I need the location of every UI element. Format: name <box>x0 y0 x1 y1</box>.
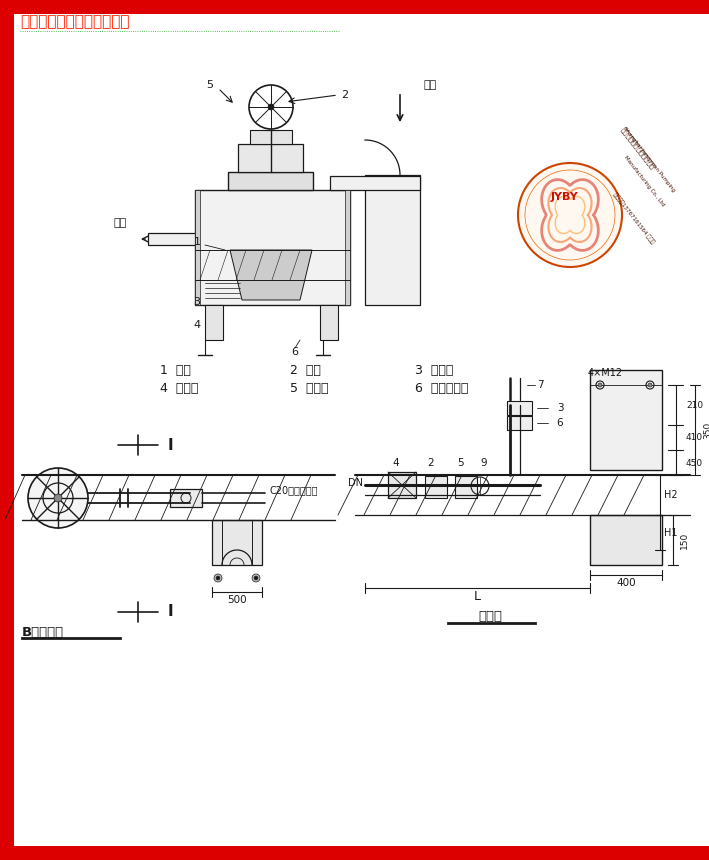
Text: hkjuml16003.51sole.com: hkjuml16003.51sole.com <box>20 835 143 845</box>
Circle shape <box>648 383 652 387</box>
Circle shape <box>268 104 274 110</box>
Bar <box>507 416 532 430</box>
Text: 4  过滤网: 4 过滤网 <box>160 382 199 395</box>
Text: 1: 1 <box>194 237 201 247</box>
Bar <box>365 175 420 305</box>
Bar <box>388 472 416 498</box>
Polygon shape <box>230 250 312 300</box>
Text: Manufacturing Co., Ltd: Manufacturing Co., Ltd <box>623 155 666 207</box>
Bar <box>345 190 350 305</box>
Circle shape <box>252 574 260 582</box>
Bar <box>590 515 662 565</box>
Bar <box>170 489 202 507</box>
Text: 4×M12: 4×M12 <box>588 368 623 378</box>
Text: 3: 3 <box>194 297 201 307</box>
Text: DN: DN <box>348 478 363 488</box>
Circle shape <box>598 383 602 387</box>
Text: 5: 5 <box>206 80 213 90</box>
Circle shape <box>54 494 62 502</box>
Bar <box>455 476 477 498</box>
Text: 5  安全阀: 5 安全阀 <box>290 382 328 395</box>
Text: JYBY: JYBY <box>551 192 579 202</box>
Text: 150: 150 <box>680 531 689 549</box>
Text: C20细石混凝土: C20细石混凝土 <box>270 485 318 495</box>
Circle shape <box>254 576 258 580</box>
Bar <box>148 233 195 245</box>
Bar <box>330 176 420 190</box>
Text: 立面图: 立面图 <box>478 611 502 624</box>
Text: 410: 410 <box>686 433 703 443</box>
Text: 500: 500 <box>227 595 247 605</box>
Text: Shanghai Jiangyuan Pumping: Shanghai Jiangyuan Pumping <box>622 126 676 193</box>
Text: 6  自动放水阀: 6 自动放水阀 <box>415 382 469 395</box>
Circle shape <box>28 468 88 528</box>
Text: H1: H1 <box>664 528 678 538</box>
Circle shape <box>518 163 622 267</box>
Bar <box>425 476 447 498</box>
Text: 350: 350 <box>703 421 709 439</box>
Bar <box>238 144 303 172</box>
Text: 4: 4 <box>393 458 399 468</box>
Bar <box>320 305 338 340</box>
Text: 2: 2 <box>428 458 435 468</box>
Text: 4: 4 <box>194 320 201 330</box>
Text: I: I <box>167 438 173 452</box>
Text: 210: 210 <box>686 401 703 409</box>
Bar <box>195 190 200 305</box>
Bar <box>212 520 262 565</box>
Text: L: L <box>474 589 481 603</box>
Text: 3  止回阀: 3 止回阀 <box>415 364 453 377</box>
Text: 出水: 出水 <box>113 218 127 228</box>
Bar <box>250 130 292 144</box>
Text: 3: 3 <box>557 403 564 413</box>
Text: 7: 7 <box>537 380 543 390</box>
Text: 450: 450 <box>686 458 703 468</box>
Text: 6: 6 <box>291 347 298 357</box>
Text: 9: 9 <box>481 458 487 468</box>
Bar <box>205 305 223 340</box>
Text: H2: H2 <box>664 490 678 500</box>
Text: 上海江源泵业制造有限公司: 上海江源泵业制造有限公司 <box>620 126 657 170</box>
Text: 6: 6 <box>557 418 564 428</box>
Text: B型平面图: B型平面图 <box>22 625 64 638</box>
Text: 2  手轮: 2 手轮 <box>290 364 321 377</box>
Text: 400: 400 <box>616 578 636 588</box>
Bar <box>590 370 662 470</box>
Text: 2: 2 <box>342 90 349 100</box>
Text: 负责人：13767161564 吴总监: 负责人：13767161564 吴总监 <box>612 192 655 245</box>
Bar <box>195 190 350 305</box>
Circle shape <box>216 576 220 580</box>
Text: 5: 5 <box>458 458 464 468</box>
Text: I: I <box>167 605 173 619</box>
Bar <box>507 401 532 415</box>
Circle shape <box>214 574 222 582</box>
Text: 1  阀体: 1 阀体 <box>160 364 191 377</box>
Text: 进水: 进水 <box>423 80 437 90</box>
Text: 消防水泵接合器安装图示：: 消防水泵接合器安装图示： <box>20 15 130 29</box>
Bar <box>228 172 313 190</box>
